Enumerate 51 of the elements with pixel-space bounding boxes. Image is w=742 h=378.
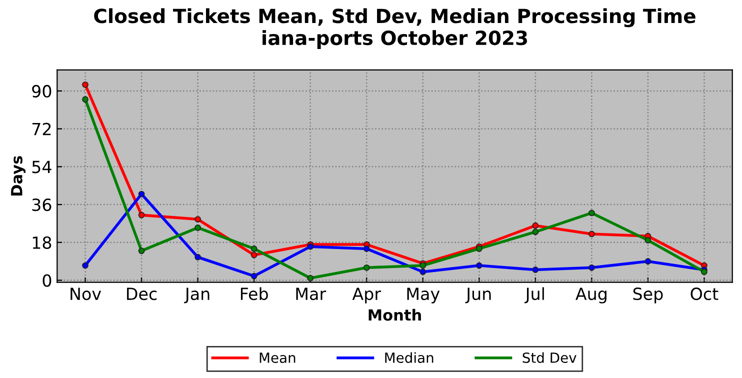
legend-label: Std Dev: [522, 352, 576, 363]
y-tick-label: 90: [32, 84, 52, 98]
legend-label: Median: [385, 352, 434, 363]
x-tick-label: Feb: [240, 287, 268, 300]
point: [138, 248, 145, 254]
point: [194, 254, 201, 260]
x-tick-label: Aug: [576, 288, 606, 304]
x-tick-label: Jul: [524, 287, 544, 304]
point: [307, 274, 314, 282]
point: [644, 258, 652, 265]
x-tick-label: Nov: [70, 288, 102, 300]
y-axis-title: Days: [11, 156, 26, 196]
x-tick-label: May: [407, 288, 440, 304]
point: [250, 246, 258, 252]
point: [476, 246, 482, 252]
x-tick-label: Sep: [633, 288, 663, 304]
point: [250, 272, 258, 280]
x-tick-label: Oct: [690, 288, 718, 300]
x-tick-label: Mar: [296, 288, 326, 300]
point: [138, 212, 145, 218]
y-tick-label: 54: [32, 160, 52, 174]
point: [476, 262, 482, 269]
point: [588, 264, 595, 271]
x-tick-label: Dec: [127, 288, 157, 300]
x-tick-label: Jun: [465, 288, 491, 304]
point: [82, 262, 88, 269]
point: [420, 268, 426, 276]
point: [250, 252, 258, 258]
y-tick-label: 0: [42, 274, 52, 287]
point: [363, 264, 370, 271]
y-tick-label: 18: [32, 236, 52, 249]
x-tick-label: Jan: [184, 288, 210, 304]
point: [138, 190, 145, 198]
point: [363, 246, 370, 252]
chart-title: Closed Tickets Mean, Std Dev, Median Processing Time iana-ports October 2023: [94, 8, 696, 49]
point: [532, 222, 539, 229]
point: [82, 81, 88, 88]
x-axis-title: Month: [368, 308, 421, 321]
point: [588, 210, 595, 216]
point: [82, 96, 88, 103]
y-tick-label: 36: [32, 198, 52, 212]
point: [644, 237, 652, 244]
x-tick-label: Apr: [352, 288, 382, 304]
point: [532, 228, 539, 236]
y-tick-label: 72: [32, 122, 51, 136]
point: [194, 224, 201, 231]
point: [194, 216, 201, 222]
point: [532, 266, 539, 273]
legend-label: Mean: [260, 352, 296, 363]
point: [588, 230, 595, 238]
point: [701, 268, 708, 276]
